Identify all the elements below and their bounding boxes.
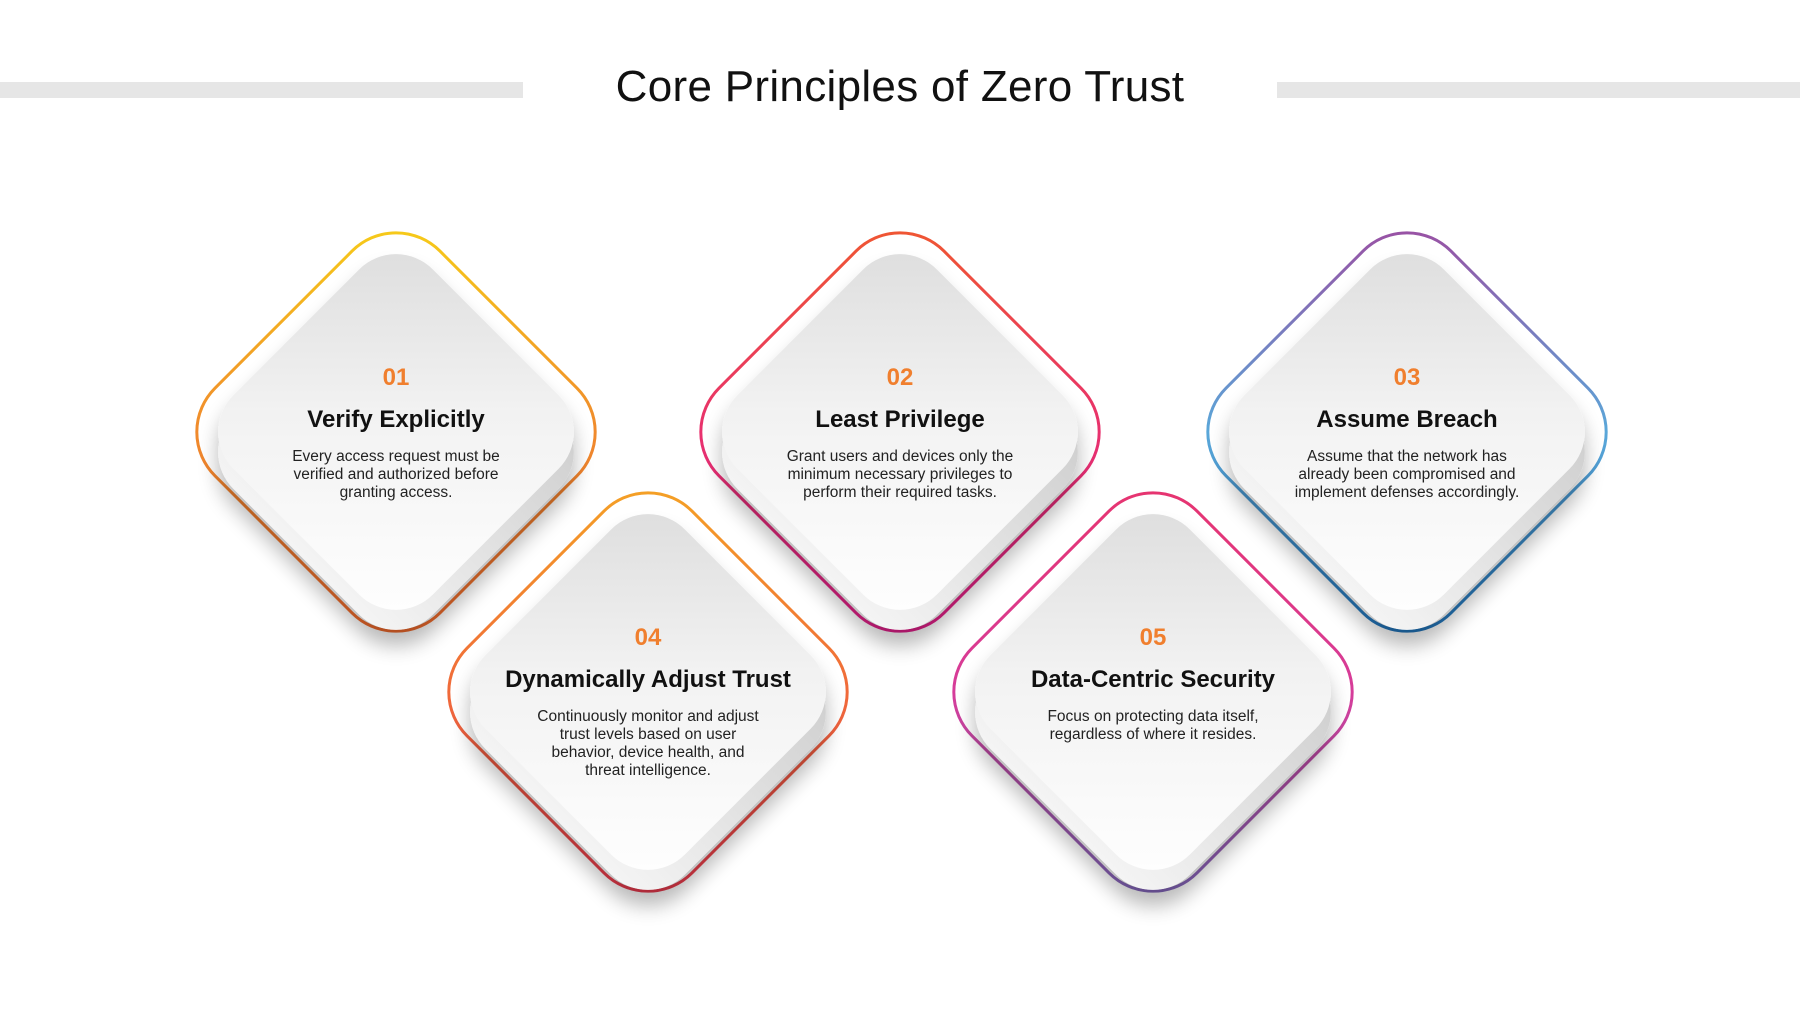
card-ring-05	[952, 491, 1354, 893]
title-bar-right	[1277, 82, 1800, 98]
card-text-03: 03 Assume Breach Assume that the network h…	[1257, 364, 1557, 502]
card-text-02: 02 Least Privilege Grant users and devices…	[750, 364, 1050, 502]
card-title: Dynamically Adjust Trust	[505, 666, 791, 693]
title-bar-left	[0, 82, 523, 98]
principle-card-03	[1229, 254, 1585, 630]
card-number: 03	[1393, 364, 1421, 391]
card-title: Data-Centric Security	[1030, 666, 1276, 693]
card-number: 04	[634, 624, 662, 651]
principle-card-04	[470, 514, 826, 890]
card-description: Every access request must be verified an…	[292, 448, 500, 501]
card-face	[218, 254, 574, 610]
principle-card-02	[722, 254, 1078, 630]
outline-rings	[195, 231, 1608, 893]
card-text-01: 01 Verify Explicitly Every access request …	[246, 364, 546, 502]
card-description: Continuously monitor and adjust trust le…	[537, 708, 759, 779]
card-face	[1229, 254, 1585, 610]
page-title: Core Principles of Zero Trust	[615, 62, 1185, 111]
card-title: Least Privilege	[815, 406, 985, 433]
card-description: Assume that the network has already been…	[1294, 448, 1520, 501]
card-description: Focus on protecting data itself, regardl…	[1047, 708, 1259, 743]
card-face	[975, 514, 1331, 870]
principle-card-05	[975, 514, 1331, 890]
card-number: 05	[1139, 624, 1167, 651]
card-text-04: 04 Dynamically Adjust Trust Continuously m…	[498, 624, 798, 780]
card-face	[470, 514, 826, 870]
card-ring-02	[699, 231, 1101, 633]
card-title: Assume Breach	[1316, 406, 1498, 433]
card-face	[722, 254, 1078, 610]
card-ring-04	[447, 491, 849, 893]
principle-card-01	[218, 254, 574, 630]
card-description: Grant users and devices only the minimum…	[786, 448, 1014, 501]
card-number: 01	[382, 364, 410, 391]
card-ring-03	[1206, 231, 1608, 633]
cards-layer	[218, 254, 1585, 890]
card-ring-01	[195, 231, 597, 633]
card-title: Verify Explicitly	[307, 406, 485, 433]
card-text-05: 05 Data-Centric Security Focus on protecti…	[1003, 624, 1303, 744]
card-number: 02	[886, 364, 914, 391]
